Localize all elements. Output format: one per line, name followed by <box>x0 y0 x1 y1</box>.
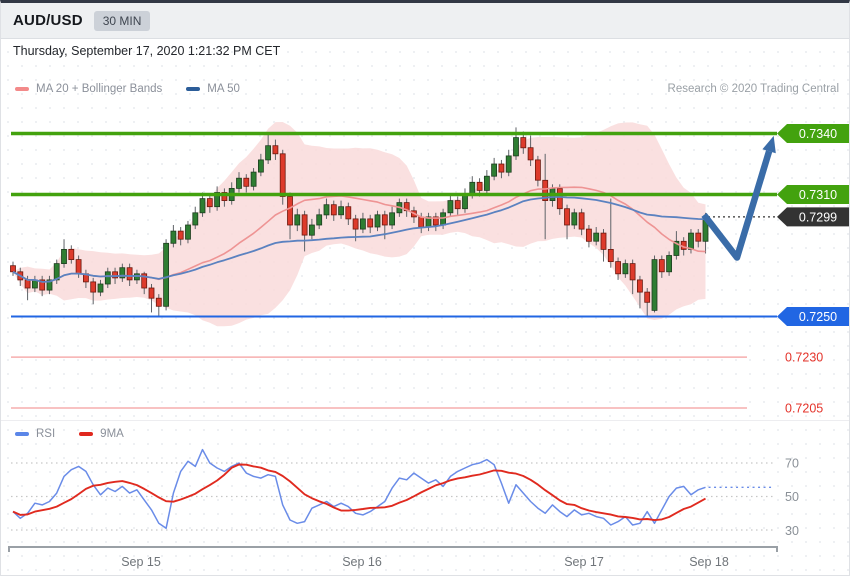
rsi-ma-legend-label: 9MA <box>100 428 124 440</box>
ma50-legend-label: MA 50 <box>207 83 240 95</box>
ma50-legend-swatch <box>186 87 201 91</box>
chart-header: AUD/USD 30 MIN <box>1 3 849 39</box>
x-axis-label-sep16: Sep 16 <box>342 555 382 569</box>
price-legend: MA 20 + Bollinger Bands MA 50 <box>15 83 240 95</box>
timeframe-badge[interactable]: 30 MIN <box>93 10 151 31</box>
rsi-scale-30: 30 <box>785 524 799 538</box>
rsi-legend-swatch <box>15 432 29 436</box>
moving-averages <box>12 186 706 283</box>
timestamp-text: Thursday, September 17, 2020 1:21:32 PM … <box>13 44 281 58</box>
last-price-tag-label: 0.7299 <box>799 211 837 225</box>
price-chart-canvas: 0.7340 0.7310 0.7299 0.7250 0.7230 0.720… <box>8 122 849 569</box>
x-axis-label-sep17: Sep 17 <box>564 555 604 569</box>
bollinger-band <box>13 122 706 327</box>
minor-support-label-1: 0.7230 <box>785 351 823 365</box>
rsi-panel <box>11 448 776 531</box>
minor-support-label-2: 0.7205 <box>785 401 823 415</box>
rsi-legend: RSI 9MA <box>15 428 124 440</box>
research-watermark: Research © 2020 Trading Central <box>667 83 839 95</box>
ma20-legend-label: MA 20 + Bollinger Bands <box>36 83 163 95</box>
x-axis <box>8 546 778 552</box>
support-tag-label: 0.7250 <box>799 310 837 324</box>
rsi-scale-70: 70 <box>785 457 799 471</box>
rsi-ma-legend-swatch <box>79 432 94 436</box>
x-axis-label-sep18: Sep 18 <box>689 555 729 569</box>
ma20-legend-swatch <box>15 87 29 91</box>
price-tags <box>777 124 849 326</box>
resistance-tag-label-1: 0.7340 <box>799 127 837 141</box>
price-levels <box>11 131 779 409</box>
panel-divider <box>1 420 849 421</box>
symbol-title: AUD/USD <box>13 12 83 29</box>
rsi-legend-label: RSI <box>36 428 56 440</box>
resistance-tag-label-2: 0.7310 <box>799 188 837 202</box>
forecast-arrow <box>701 135 776 261</box>
x-axis-label-sep15: Sep 15 <box>121 555 161 569</box>
rsi-scale-50: 50 <box>785 490 799 504</box>
